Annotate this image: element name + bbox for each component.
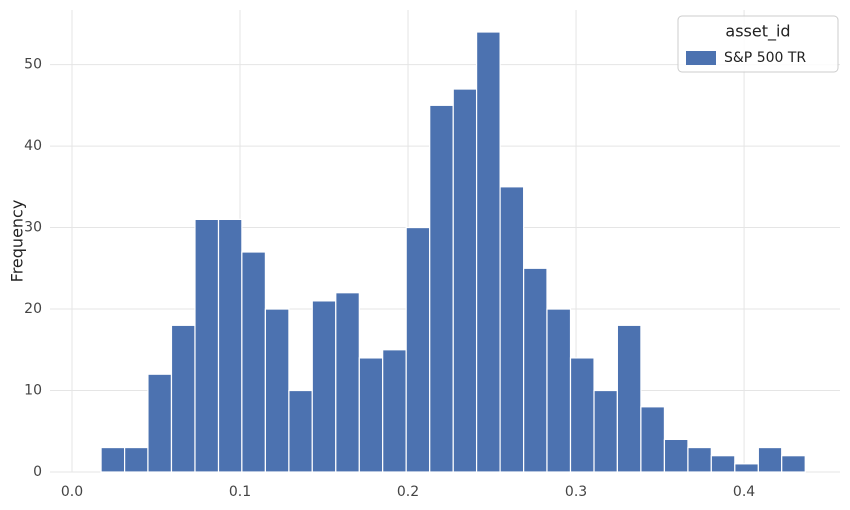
bar (734, 463, 759, 473)
bar (499, 186, 525, 473)
bar (640, 406, 666, 473)
bar (194, 218, 220, 473)
x-tick-label: 0.3 (565, 484, 587, 500)
bar (100, 446, 126, 473)
bar (781, 455, 806, 473)
bar (311, 300, 337, 473)
y-tick-label: 10 (24, 383, 42, 399)
y-tick-label: 50 (24, 57, 42, 73)
legend-box (677, 15, 839, 73)
bar (147, 373, 173, 473)
bar (264, 308, 290, 473)
bar (335, 292, 360, 473)
bar (757, 446, 783, 473)
bar (382, 349, 407, 473)
bar (123, 446, 149, 473)
bar (569, 357, 595, 473)
bar (170, 324, 196, 473)
bar (358, 357, 384, 473)
legend-title: asset_id (725, 22, 790, 42)
legend-swatch (686, 51, 716, 65)
x-tick-label: 0.1 (229, 484, 251, 500)
y-tick-label: 30 (24, 220, 42, 236)
bar (288, 389, 313, 473)
y-tick-label: 20 (24, 301, 42, 317)
bar (687, 446, 712, 473)
bar (452, 88, 478, 473)
x-tick-label: 0.0 (61, 484, 83, 500)
bar (217, 218, 243, 473)
bar (475, 31, 501, 473)
bar (593, 389, 618, 473)
y-tick-label: 0 (33, 464, 42, 480)
bar (710, 455, 736, 473)
y-axis-label: Frequency (8, 200, 27, 283)
bar (546, 308, 572, 473)
bar (663, 438, 689, 473)
y-tick-label: 40 (24, 138, 42, 154)
x-tick-label: 0.2 (397, 484, 419, 500)
legend-label: S&P 500 TR (724, 50, 806, 66)
bar (523, 267, 548, 473)
bar (241, 251, 266, 473)
bar (405, 226, 431, 473)
x-tick-label: 0.4 (733, 484, 755, 500)
legend: asset_id S&P 500 TR (677, 15, 839, 73)
bar (429, 104, 454, 473)
bar (616, 324, 642, 473)
